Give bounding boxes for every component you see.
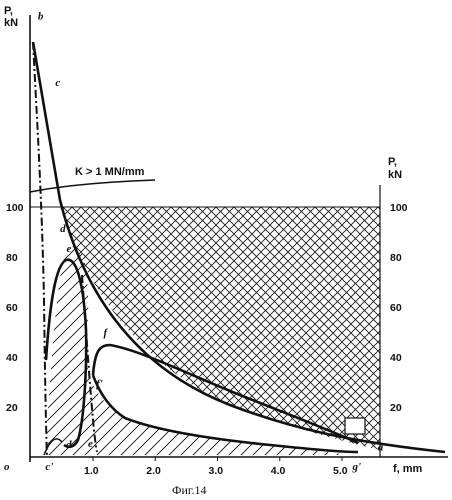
y-tick-right-20: 20 [390, 402, 402, 414]
y-tick-right-100: 100 [390, 202, 408, 214]
y-tick-left-100: 100 [6, 202, 24, 214]
y-tick-left-80: 80 [6, 252, 18, 264]
point-label-d: d [66, 439, 72, 451]
point-label-e: e [88, 438, 93, 450]
x-axis-label: f, mm [393, 463, 423, 475]
x-tick-5.0: 5.0 [333, 465, 348, 477]
y-axis-right-label-1: P, [388, 156, 397, 168]
figure-caption: Фиг.14 [172, 483, 206, 497]
x-tick-4.0: 4.0 [271, 465, 286, 477]
stiffness-line [30, 180, 155, 192]
y-axis-right-label-2: kN [388, 169, 402, 181]
y-axis-left-label-1: P, [4, 5, 13, 17]
point-label-c-prime: c' [45, 461, 53, 473]
point-label-b: b [38, 11, 44, 23]
point-label-f: f [103, 327, 108, 339]
point-label-f-prime: f' [96, 378, 103, 390]
y-tick-left-40: 40 [6, 352, 18, 364]
point-label-g-prime: g' [351, 461, 361, 473]
x-tick-1.0: 1.0 [84, 465, 99, 477]
origin-label: o [4, 461, 10, 473]
y-tick-left-20: 20 [6, 402, 18, 414]
y-tick-right-80: 80 [390, 252, 402, 264]
y-ticks-left: 20 40 60 80 100 [6, 202, 24, 414]
point-label-a: a [378, 442, 384, 454]
annotation-stiffness: K > 1 MN/mm [75, 166, 145, 178]
x-tick-3.0: 3.0 [209, 465, 224, 477]
x-ticks: 1.0 2.0 3.0 4.0 5.0 [84, 457, 348, 477]
point-label-c: c [55, 77, 60, 89]
y-axis-left-label-2: kN [4, 17, 18, 29]
point-g-box [345, 418, 365, 434]
x-tick-2.0: 2.0 [146, 465, 161, 477]
y-tick-right-60: 60 [390, 302, 402, 314]
y-tick-left-60: 60 [6, 302, 18, 314]
y-ticks-right: 20 40 60 80 100 [390, 202, 408, 414]
y-tick-right-40: 40 [390, 352, 402, 364]
point-label-d-prime: d' [60, 223, 69, 235]
point-label-e-prime: e' [67, 243, 75, 255]
